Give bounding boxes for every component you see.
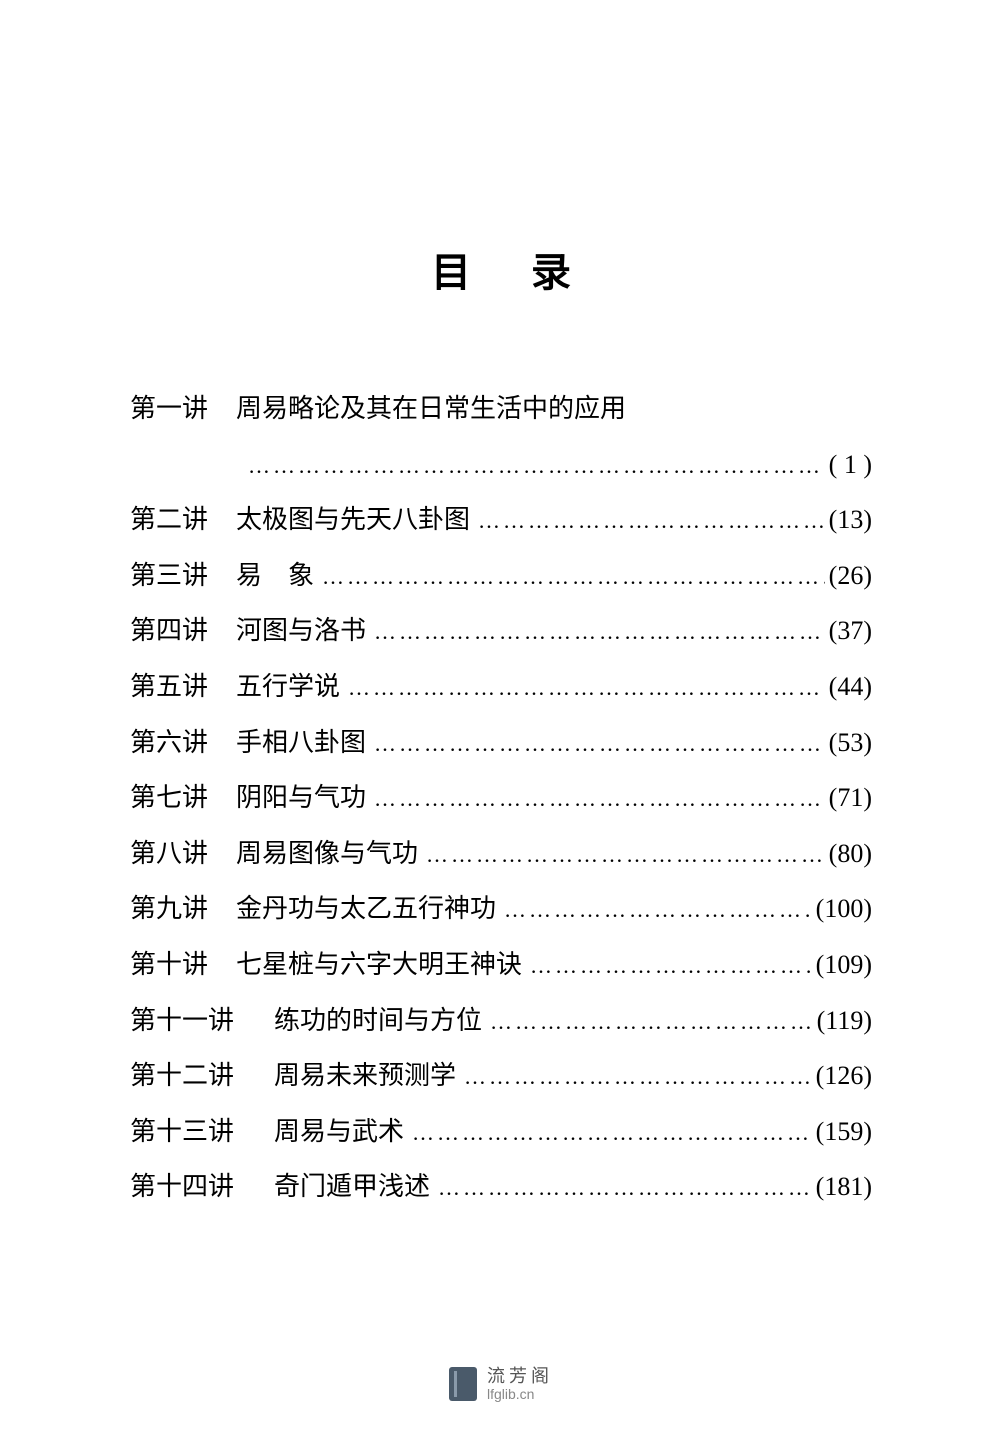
chapter-title: 金丹功与太乙五行神功 bbox=[236, 888, 496, 930]
page-number: (126) bbox=[816, 1055, 872, 1097]
page-number: (119) bbox=[817, 1000, 872, 1042]
page-number: (181) bbox=[816, 1166, 872, 1208]
toc-entry: 第一讲周易略论及其在日常生活中的应用 bbox=[130, 388, 872, 430]
leader-dots: ………………………………………………………………………………………………………… bbox=[426, 837, 825, 872]
chapter-label: 第十讲 bbox=[130, 944, 208, 986]
page-number: (26) bbox=[829, 555, 872, 597]
chapter-label: 第七讲 bbox=[130, 777, 208, 819]
toc-entry: 第十二讲周易未来预测学……………………………………………………………………………… bbox=[130, 1055, 872, 1097]
toc-entry: 第二讲太极图与先天八卦图…………………………………………………………………………… bbox=[130, 499, 872, 541]
page-number: (37) bbox=[829, 610, 872, 652]
leader-dots: ………………………………………………………………………………………………………… bbox=[530, 948, 812, 983]
chapter-title: 太极图与先天八卦图 bbox=[236, 499, 470, 541]
chapter-label: 第十一讲 bbox=[130, 1000, 234, 1042]
leader-dots: ………………………………………………………………………………………………………… bbox=[374, 781, 825, 816]
leader-dots: ………………………………………………………………………………………………………… bbox=[464, 1059, 812, 1094]
toc-entry: 第十一讲练功的时间与方位…………………………………………………………………………… bbox=[130, 1000, 872, 1042]
chapter-title: 易 象 bbox=[236, 555, 314, 597]
chapter-label: 第三讲 bbox=[130, 555, 208, 597]
chapter-label: 第十三讲 bbox=[130, 1111, 234, 1153]
chapter-label: 第九讲 bbox=[130, 888, 208, 930]
leader-dots: ………………………………………………………………………………………………………… bbox=[412, 1115, 812, 1150]
leader-dots: ………………………………………………………………………………………………………… bbox=[374, 726, 825, 761]
leader-dots: ………………………………………………………………………………………………………… bbox=[322, 559, 825, 594]
toc-entry: 第九讲金丹功与太乙五行神功………………………………………………………………………… bbox=[130, 888, 872, 930]
chapter-title: 周易未来预测学 bbox=[274, 1055, 456, 1097]
toc-title: 目录 bbox=[130, 240, 872, 298]
toc-entry: 第八讲周易图像与气功………………………………………………………………………………… bbox=[130, 833, 872, 875]
page-number: (13) bbox=[829, 499, 872, 541]
toc-entry: 第十讲七星桩与六字大明王神诀……………………………………………………………………… bbox=[130, 944, 872, 986]
leader-dots: ………………………………………………………………………………………………………… bbox=[438, 1170, 812, 1205]
page-number: (159) bbox=[816, 1111, 872, 1153]
toc-entry: 第七讲阴阳与气功……………………………………………………………………………………… bbox=[130, 777, 872, 819]
chapter-title: 七星桩与六字大明王神诀 bbox=[236, 944, 522, 986]
chapter-label: 第四讲 bbox=[130, 610, 208, 652]
chapter-label: 第十二讲 bbox=[130, 1055, 234, 1097]
chapter-title: 奇门遁甲浅述 bbox=[274, 1166, 430, 1208]
chapter-title: 河图与洛书 bbox=[236, 610, 366, 652]
toc-entry: 第四讲河图与洛书……………………………………………………………………………………… bbox=[130, 610, 872, 652]
page-number: (80) bbox=[829, 833, 872, 875]
book-icon bbox=[449, 1367, 477, 1401]
leader-dots: ………………………………………………………………………………………………………… bbox=[374, 614, 825, 649]
leader-dots: ………………………………………………………………………………………………………… bbox=[504, 892, 812, 927]
chapter-label: 第十四讲 bbox=[130, 1166, 234, 1208]
leader-dots: ………………………………………………………………………………………………………… bbox=[248, 448, 825, 483]
chapter-label: 第二讲 bbox=[130, 499, 208, 541]
page-number: (71) bbox=[829, 777, 872, 819]
chapter-title: 手相八卦图 bbox=[236, 722, 366, 764]
toc-continuation: …………………………………………………………………………………………………………… bbox=[130, 444, 872, 486]
page-number: (100) bbox=[816, 888, 872, 930]
watermark-name: 流芳阁 bbox=[487, 1367, 553, 1387]
toc-entry: 第五讲五行学说………………………………………………………………………………………… bbox=[130, 666, 872, 708]
leader-dots: ………………………………………………………………………………………………………… bbox=[478, 503, 825, 538]
chapter-title: 周易略论及其在日常生活中的应用 bbox=[236, 388, 626, 430]
page-container: 目录 第一讲周易略论及其在日常生活中的应用 …………………………………………………… bbox=[0, 0, 1002, 1432]
chapter-title: 周易图像与气功 bbox=[236, 833, 418, 875]
toc-entry: 第十四讲奇门遁甲浅述………………………………………………………………………………… bbox=[130, 1166, 872, 1208]
page-number: (53) bbox=[829, 722, 872, 764]
toc-list: 第一讲周易略论及其在日常生活中的应用 …………………………………………………………… bbox=[130, 388, 872, 1208]
chapter-label: 第六讲 bbox=[130, 722, 208, 764]
watermark-url: lfglib.cn bbox=[487, 1387, 553, 1402]
leader-dots: ………………………………………………………………………………………………………… bbox=[490, 1004, 813, 1039]
page-number: (44) bbox=[829, 666, 872, 708]
leader-dots: ………………………………………………………………………………………………………… bbox=[348, 670, 825, 705]
toc-entry: 第三讲易 象…………………………………………………………………………………………… bbox=[130, 555, 872, 597]
watermark: 流芳阁 lfglib.cn bbox=[449, 1367, 553, 1402]
chapter-title: 五行学说 bbox=[236, 666, 340, 708]
page-number: (109) bbox=[816, 944, 872, 986]
page-number: ( 1 ) bbox=[829, 444, 872, 486]
chapter-title: 周易与武术 bbox=[274, 1111, 404, 1153]
chapter-label: 第一讲 bbox=[130, 388, 208, 430]
watermark-text: 流芳阁 lfglib.cn bbox=[487, 1367, 553, 1402]
toc-entry: 第六讲手相八卦图……………………………………………………………………………………… bbox=[130, 722, 872, 764]
toc-entry: 第十三讲周易与武术…………………………………………………………………………………… bbox=[130, 1111, 872, 1153]
chapter-label: 第八讲 bbox=[130, 833, 208, 875]
chapter-label: 第五讲 bbox=[130, 666, 208, 708]
chapter-title: 阴阳与气功 bbox=[236, 777, 366, 819]
chapter-title: 练功的时间与方位 bbox=[274, 1000, 482, 1042]
